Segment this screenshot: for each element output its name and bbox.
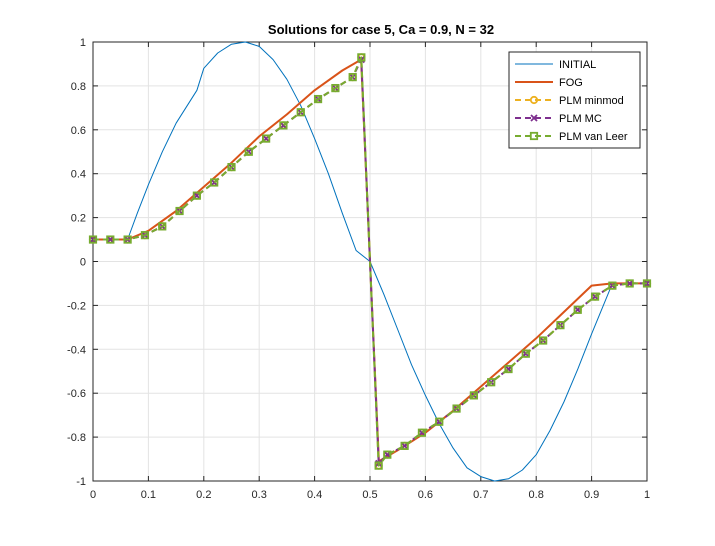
marker-plm-van-leer xyxy=(383,450,392,459)
marker-plm-van-leer xyxy=(348,73,357,82)
marker-plm-van-leer xyxy=(642,279,652,288)
marker-plm-van-leer xyxy=(279,121,288,130)
y-tick-label: -0.6 xyxy=(67,388,86,400)
marker-plm-van-leer xyxy=(88,235,98,244)
marker-plm-van-leer xyxy=(262,134,271,143)
marker-plm-van-leer xyxy=(573,305,582,314)
x-tick-label: 0.8 xyxy=(529,489,544,501)
x-tick-label: 0.9 xyxy=(584,489,599,501)
marker-plm-van-leer xyxy=(123,235,132,244)
legend-swatch-marker xyxy=(529,131,539,141)
x-tick-label: 0.2 xyxy=(196,489,211,501)
x-tick-label: 0.3 xyxy=(252,489,267,501)
series-plm-van-leer xyxy=(88,53,652,470)
y-tick-label: 0.6 xyxy=(71,125,86,137)
legend-entry-plm-van-leer: PLM van Leer xyxy=(515,131,628,143)
plot-area: 0 0.1 0.2 0.3 0.4 0.5 0.6 0.7 0.8 0.9 1 -1 -0.8 -0.6 -… xyxy=(67,37,652,501)
marker-plm-van-leer xyxy=(504,364,513,374)
marker-plm-van-leer xyxy=(417,428,427,437)
legend-entry-initial: INITIAL xyxy=(515,59,596,71)
marker-plm-mc xyxy=(106,235,114,244)
marker-plm-van-leer xyxy=(556,321,565,330)
x-tick-label: 0.7 xyxy=(473,489,488,501)
legend-label: PLM van Leer xyxy=(559,131,628,143)
x-tick-label: 0.1 xyxy=(141,489,156,501)
legend: INITIAL FOG PLM minmod PLM MC PLM van Leer xyxy=(508,51,641,149)
marker-plm-mc xyxy=(626,279,634,288)
legend-entry-plm-minmod: PLM minmod xyxy=(515,95,624,107)
marker-plm-van-leer xyxy=(590,292,600,301)
marker-plm-van-leer xyxy=(175,206,184,216)
marker-plm-van-leer xyxy=(106,235,115,244)
x-tick-label: 0.6 xyxy=(418,489,433,501)
y-tick-label: -1 xyxy=(76,476,86,488)
x-tick-label: 0.5 xyxy=(362,489,377,501)
marker-plm-van-leer xyxy=(158,222,167,231)
legend-entry-fog: FOG xyxy=(515,77,583,89)
marker-plm-mc-stroke xyxy=(626,279,634,288)
marker-plm-van-leer xyxy=(469,391,478,400)
marker-plm-van-leer xyxy=(244,147,253,156)
marker-plm-mc-stroke xyxy=(106,235,114,244)
y-tick-label: 0.8 xyxy=(71,81,86,93)
marker-plm-van-leer xyxy=(313,94,323,104)
legend-label: PLM MC xyxy=(559,113,602,125)
y-tick-label: 0.2 xyxy=(71,213,86,225)
chart-title: Solutions for case 5, Ca = 0.9, N = 32 xyxy=(268,22,494,37)
marker-plm-van-leer xyxy=(539,336,548,345)
marker-plm-van-leer xyxy=(296,108,305,117)
marker-plm-van-leer xyxy=(487,378,496,387)
marker-plm-van-leer xyxy=(452,404,461,413)
marker-plm-van-leer xyxy=(357,53,366,62)
marker-plm-van-leer xyxy=(192,191,201,200)
marker-plm-van-leer xyxy=(400,441,409,450)
marker-plm-van-leer xyxy=(435,417,444,426)
y-tick-label: -0.2 xyxy=(67,300,86,312)
legend-swatch-marker xyxy=(530,114,538,122)
marker-plm-van-leer xyxy=(521,349,530,358)
marker-plm-van-leer xyxy=(227,163,236,172)
y-tick-label: -0.8 xyxy=(67,432,86,444)
y-tick-label: -0.4 xyxy=(67,344,86,356)
y-tick-label: 0.4 xyxy=(71,169,86,181)
marker-plm-van-leer xyxy=(331,83,340,93)
legend-label: FOG xyxy=(559,77,583,89)
legend-label: INITIAL xyxy=(559,59,596,71)
y-tick-label: 0 xyxy=(80,257,86,269)
series-line-plm-van-leer xyxy=(93,56,647,467)
x-tick-label: 0.4 xyxy=(307,489,322,501)
marker-plm-van-leer xyxy=(374,461,383,470)
legend-entry-plm-mc: PLM MC xyxy=(515,113,602,125)
marker-plm-van-leer xyxy=(140,231,150,240)
legend-swatch-marker-stroke xyxy=(530,114,538,122)
x-tick-label: 1 xyxy=(644,489,650,501)
marker-plm-van-leer xyxy=(625,279,634,288)
marker-plm-van-leer xyxy=(608,281,617,290)
legend-swatch-marker xyxy=(529,95,539,105)
marker-plm-van-leer xyxy=(210,178,219,187)
y-tick-label: 1 xyxy=(80,37,86,49)
legend-label: PLM minmod xyxy=(559,95,624,107)
x-tick-label: 0 xyxy=(90,489,96,501)
